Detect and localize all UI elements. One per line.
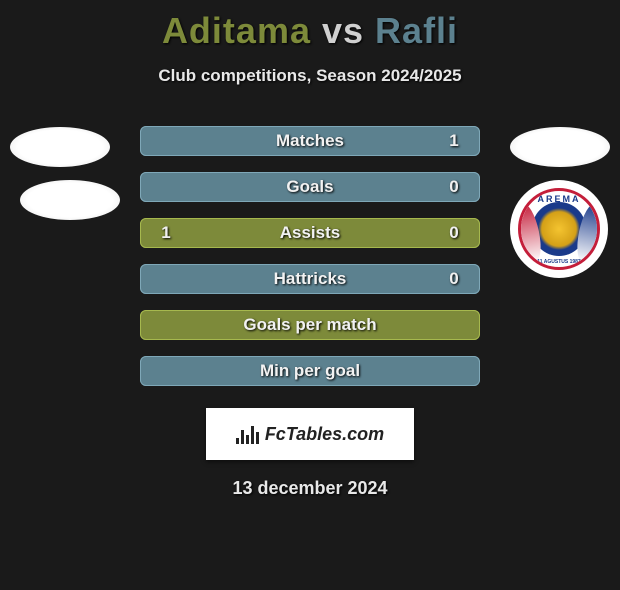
player2-name: Rafli xyxy=(375,10,458,51)
vs-separator: vs xyxy=(322,10,364,51)
stats-rows: 1Matches0Goals10Assists0HattricksGoals p… xyxy=(0,118,620,394)
stat-value-right: 0 xyxy=(442,269,466,289)
stat-value-left: 1 xyxy=(154,223,178,243)
brand-text: FcTables.com xyxy=(265,424,384,445)
brand-bars-icon xyxy=(236,424,259,444)
stat-row: Min per goal xyxy=(0,348,620,394)
stat-bar-right xyxy=(140,356,480,386)
stat-value-right: 0 xyxy=(442,223,466,243)
subtitle: Club competitions, Season 2024/2025 xyxy=(0,66,620,86)
stat-row: Goals per match xyxy=(0,302,620,348)
stat-row: 1Matches xyxy=(0,118,620,164)
stat-bar-right xyxy=(140,172,480,202)
player1-name: Aditama xyxy=(162,10,311,51)
footer-brand-plate: FcTables.com xyxy=(206,408,414,460)
stat-row: 0Hattricks xyxy=(0,256,620,302)
stat-row: 10Assists xyxy=(0,210,620,256)
stat-row: 0Goals xyxy=(0,164,620,210)
comparison-title: Aditama vs Rafli xyxy=(0,10,620,52)
stat-bar-right xyxy=(140,264,480,294)
stat-bar-right xyxy=(140,126,480,156)
stat-value-right: 1 xyxy=(442,131,466,151)
stat-value-right: 0 xyxy=(442,177,466,197)
stat-bar-left xyxy=(140,218,480,248)
stat-bar-left xyxy=(140,310,480,340)
snapshot-date: 13 december 2024 xyxy=(0,478,620,499)
